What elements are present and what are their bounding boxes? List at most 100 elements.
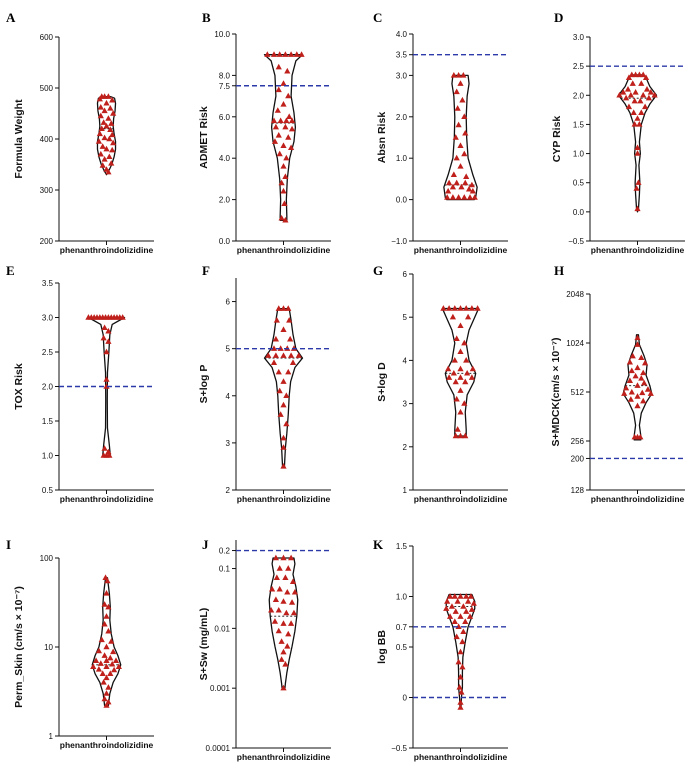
y-tick-label: 512 — [571, 388, 585, 397]
data-point — [105, 684, 112, 690]
data-point — [97, 660, 104, 666]
y-tick-label: 0.0 — [396, 196, 408, 205]
data-point — [101, 601, 108, 607]
data-point — [275, 627, 282, 634]
x-axis-label: phenanthroindolizidine — [60, 494, 154, 504]
data-point — [276, 51, 283, 57]
data-point — [457, 305, 464, 311]
y-tick-label: 3 — [403, 400, 408, 409]
data-point — [628, 367, 635, 374]
data-point — [451, 593, 458, 599]
data-point — [278, 179, 285, 186]
data-point — [101, 156, 108, 162]
data-point — [457, 432, 464, 439]
y-tick-label: 200 — [571, 454, 585, 463]
data-point — [628, 388, 635, 395]
x-axis-label: phenanthroindolizidine — [591, 494, 685, 504]
data-point — [633, 185, 640, 191]
y-tick-label: 4.0 — [396, 30, 408, 39]
y-tick-label: 0.5 — [42, 486, 54, 495]
data-point — [108, 638, 115, 644]
data-point — [103, 613, 110, 619]
data-point — [275, 132, 282, 138]
data-point — [462, 129, 469, 136]
data-point — [110, 648, 117, 655]
y-tick-label: 0.5 — [573, 179, 585, 188]
data-point — [450, 171, 457, 177]
data-point — [453, 395, 460, 402]
y-tick-label: 3.0 — [573, 33, 585, 42]
data-point — [453, 633, 460, 640]
data-point — [284, 588, 291, 595]
y-tick-label: 2048 — [566, 290, 584, 299]
data-point — [465, 313, 472, 320]
panel-letter: C — [373, 10, 382, 25]
data-point — [97, 112, 104, 119]
data-point — [457, 704, 464, 710]
y-tick-label: 4 — [403, 356, 408, 365]
data-point — [462, 618, 469, 624]
panel-letter: F — [202, 263, 210, 278]
y-tick-label: 3.5 — [396, 51, 408, 60]
panel-d: D CYP Risk phenanthroindolizidine −0.5 0.0 0.… — [551, 10, 685, 255]
data-point — [459, 638, 466, 645]
data-point — [98, 636, 105, 643]
data-point — [288, 620, 295, 626]
data-point — [103, 643, 110, 650]
data-point — [627, 396, 634, 402]
data-point — [103, 383, 110, 389]
data-point — [468, 305, 475, 311]
data-point — [446, 374, 453, 380]
data-point — [288, 51, 295, 57]
x-axis-label: phenanthroindolizidine — [60, 740, 154, 750]
y-tick-label: 0.7 — [396, 623, 408, 632]
data-point — [107, 654, 114, 661]
data-point — [621, 390, 628, 396]
y-tick-label: 3.0 — [396, 71, 408, 80]
data-point — [634, 341, 641, 347]
data-point — [276, 585, 283, 592]
data-point — [459, 663, 466, 670]
x-axis-label: phenanthroindolizidine — [414, 752, 508, 762]
data-point — [625, 103, 633, 110]
y-tick-label: 4 — [226, 392, 231, 401]
data-point — [638, 109, 645, 115]
violin-outline — [263, 54, 304, 221]
data-point — [637, 433, 644, 440]
y-tick-label: 1 — [403, 486, 408, 495]
data-point — [101, 107, 108, 114]
data-point — [276, 150, 283, 157]
violin-outline — [91, 577, 122, 707]
data-point — [461, 113, 468, 119]
data-point — [103, 690, 110, 696]
data-point — [474, 305, 481, 311]
data-point — [634, 402, 641, 409]
data-point — [270, 51, 278, 57]
data-point — [288, 144, 295, 151]
data-point — [449, 183, 456, 190]
data-point — [449, 313, 456, 320]
data-point — [641, 379, 648, 386]
panel-letter: I — [6, 537, 11, 552]
data-point — [105, 627, 112, 634]
data-point — [293, 51, 300, 57]
panel-i: I Perm_Skin (cm/s × 10⁻⁷) phenanthroindoli… — [6, 537, 154, 750]
data-point — [280, 444, 287, 450]
data-point — [119, 314, 126, 320]
data-point — [278, 656, 285, 662]
data-point — [111, 666, 118, 673]
y-tick-label: 0.2 — [219, 547, 231, 556]
data-point — [103, 145, 110, 152]
data-point — [280, 463, 287, 469]
y-tick-label: 2.0 — [219, 196, 231, 205]
data-point — [280, 142, 287, 148]
data-point — [461, 150, 468, 157]
data-point — [460, 603, 467, 609]
y-tick-label: 7.5 — [219, 82, 231, 91]
data-point — [457, 593, 464, 599]
data-point — [282, 574, 289, 581]
data-point — [99, 162, 106, 168]
data-point — [448, 603, 456, 609]
data-point — [457, 142, 464, 148]
